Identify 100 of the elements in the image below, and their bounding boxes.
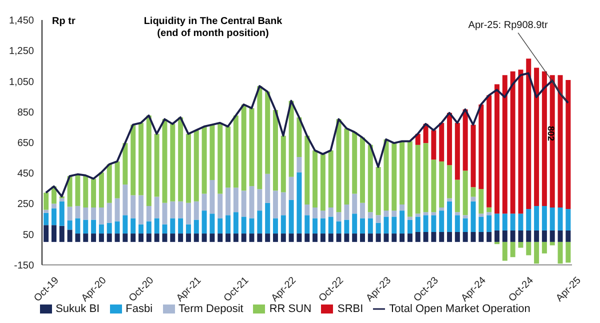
bar <box>106 222 112 234</box>
legend-label: Term Deposit <box>178 302 244 315</box>
bar <box>368 212 373 218</box>
bar <box>352 194 358 214</box>
bar <box>162 224 168 234</box>
bar <box>233 116 238 188</box>
bar <box>447 232 452 242</box>
bar <box>106 202 112 223</box>
y-tick-label: 1,450 <box>8 16 34 27</box>
bar <box>241 234 246 242</box>
bar <box>400 141 405 204</box>
bar <box>210 124 215 180</box>
bar <box>384 216 389 234</box>
bar <box>83 220 88 234</box>
bar <box>83 208 88 220</box>
bar <box>328 216 334 234</box>
bar <box>415 144 420 214</box>
bar <box>407 220 412 234</box>
bar <box>265 174 270 203</box>
bar <box>534 206 540 230</box>
bar <box>526 230 532 242</box>
bar <box>170 201 176 218</box>
bar <box>312 150 318 208</box>
bar <box>478 232 484 242</box>
bar <box>210 214 215 234</box>
y-tick-label: -150 <box>14 260 34 272</box>
bar <box>202 210 207 234</box>
bar <box>470 201 476 232</box>
annotation: 802 <box>546 126 556 142</box>
bar <box>178 117 184 202</box>
bar <box>122 184 128 216</box>
text: (end of month position) <box>156 28 270 40</box>
bar <box>542 242 547 254</box>
bar <box>478 214 484 217</box>
bar <box>478 104 484 189</box>
bar <box>454 180 460 212</box>
bar <box>344 128 350 204</box>
bar <box>272 110 278 191</box>
bar <box>272 218 278 234</box>
bar <box>296 234 302 242</box>
bar <box>241 190 246 217</box>
bar <box>83 234 88 242</box>
bar <box>320 218 326 234</box>
bar <box>122 143 128 185</box>
bar <box>454 215 460 232</box>
bar <box>226 234 231 242</box>
bar <box>526 58 532 210</box>
bar <box>534 230 540 242</box>
bar <box>376 222 381 234</box>
bar <box>431 160 436 212</box>
bar <box>272 234 278 242</box>
bar <box>75 218 80 234</box>
bar <box>106 234 112 242</box>
bar <box>226 215 231 234</box>
bar <box>320 210 326 218</box>
bar <box>280 215 286 234</box>
bar <box>518 230 524 242</box>
bar <box>146 234 152 242</box>
bar <box>98 224 104 234</box>
bar <box>558 75 563 208</box>
bar <box>226 188 231 216</box>
annotation: Apr-25: Rp908.9tr <box>468 20 548 31</box>
bar <box>83 175 88 208</box>
bar <box>146 206 152 222</box>
bar <box>431 130 436 160</box>
bar <box>249 186 254 218</box>
bar <box>154 196 160 218</box>
bar <box>439 122 444 162</box>
bar <box>265 202 270 234</box>
bar <box>194 130 199 202</box>
bar <box>550 208 555 230</box>
bar <box>494 230 500 242</box>
bar <box>344 204 350 220</box>
bar <box>296 172 302 234</box>
y-tick-label: 50 <box>22 230 34 241</box>
bar <box>384 234 389 242</box>
bar <box>249 234 254 242</box>
bar <box>130 124 136 196</box>
bar <box>510 230 516 242</box>
bar <box>265 234 270 242</box>
bar <box>478 216 484 232</box>
bar <box>439 208 444 211</box>
bar <box>186 224 191 234</box>
bar <box>210 180 215 214</box>
bar <box>376 215 381 223</box>
y-tick-label: 250 <box>17 199 34 210</box>
bar <box>407 141 412 217</box>
y-axis-title: Rp tr <box>52 16 76 27</box>
bar <box>526 242 532 256</box>
bar <box>439 232 444 242</box>
bar <box>470 187 476 197</box>
bar <box>431 212 436 216</box>
legend-label: SRBI <box>337 302 364 315</box>
bar <box>91 178 96 208</box>
bar <box>67 176 72 207</box>
y-tick-label: 1,050 <box>8 76 34 88</box>
bar <box>312 218 318 234</box>
bar <box>534 68 540 206</box>
bar <box>526 209 532 230</box>
bar <box>312 208 318 218</box>
